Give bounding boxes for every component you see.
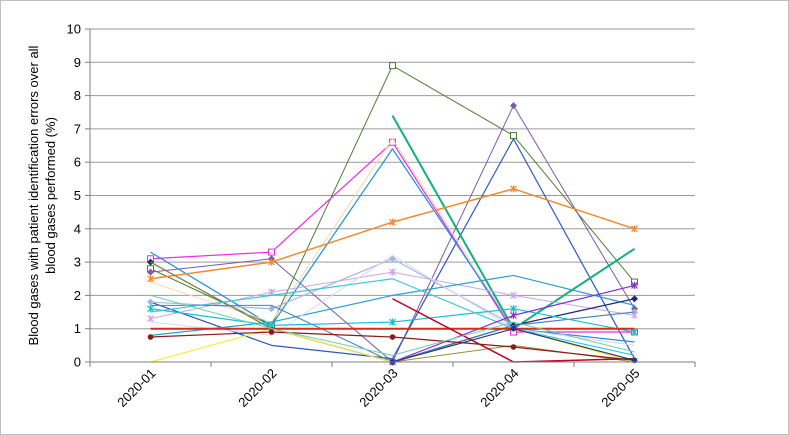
series-8 <box>147 185 638 283</box>
x-tick-label: 2020-05 <box>598 366 642 410</box>
x-tick-labels: 2020-01 2020-02 2020-03 2020-04 2020-05 <box>114 366 642 410</box>
series-24 <box>150 294 635 356</box>
series-line <box>150 261 635 363</box>
y-tick-label: 0 <box>74 355 81 370</box>
data-point <box>631 225 638 233</box>
series-layer <box>147 62 638 366</box>
data-point <box>147 275 154 283</box>
x-tick-label: 2020-02 <box>235 366 279 410</box>
data-point <box>389 318 396 326</box>
data-point <box>631 295 638 303</box>
data-point <box>510 102 517 110</box>
y-tick-labels: 0 1 2 3 4 5 6 7 8 9 10 <box>67 22 81 370</box>
y-tick-label: 10 <box>67 22 81 37</box>
y-tick-label: 2 <box>74 288 81 303</box>
data-point <box>389 62 396 70</box>
data-point <box>510 291 517 299</box>
data-point <box>389 255 396 263</box>
data-point <box>268 329 275 335</box>
y-tick-label: 8 <box>74 88 81 103</box>
series-line <box>150 254 635 346</box>
y-axis-label-line-2: blood gases performed (%) <box>43 117 58 274</box>
series-5 <box>150 148 635 343</box>
data-point <box>510 185 517 193</box>
data-point <box>510 132 517 140</box>
y-tick-label: 4 <box>74 221 81 236</box>
y-axis-label-line-1: Blood gases with patient identification … <box>26 45 41 345</box>
data-point <box>147 268 154 276</box>
series-line <box>150 261 635 363</box>
series-line <box>150 278 635 356</box>
series-13 <box>150 261 635 363</box>
data-point <box>389 218 396 226</box>
series-line <box>150 148 635 343</box>
y-tick-label: 5 <box>74 188 81 203</box>
series-line <box>150 274 635 336</box>
x-tick-label: 2020-03 <box>356 366 400 410</box>
data-point <box>147 315 154 323</box>
data-point <box>510 325 517 332</box>
series-17 <box>150 278 635 356</box>
data-point <box>147 298 154 306</box>
data-point <box>268 258 275 266</box>
data-point <box>268 248 275 256</box>
y-tick-label: 1 <box>74 321 81 336</box>
data-point <box>268 305 275 313</box>
series-14 <box>150 254 635 346</box>
data-point <box>147 305 154 313</box>
y-tick-label: 3 <box>74 255 81 270</box>
data-point <box>631 281 638 289</box>
data-point <box>510 311 517 319</box>
data-point <box>389 268 396 276</box>
data-point <box>510 344 517 350</box>
series-16 <box>147 305 638 336</box>
data-point <box>268 288 275 296</box>
series-3 <box>150 138 636 360</box>
x-tick-label: 2020-04 <box>477 366 521 410</box>
y-tick-label: 9 <box>74 55 81 70</box>
series-11 <box>150 274 635 336</box>
series-line <box>150 138 636 360</box>
data-point <box>147 334 154 340</box>
y-tick-label: 7 <box>74 121 81 136</box>
data-point <box>510 305 517 313</box>
series-line <box>150 188 635 280</box>
data-point <box>631 311 638 319</box>
data-point <box>389 334 396 340</box>
axes <box>89 29 696 367</box>
series-line <box>150 294 635 356</box>
x-tick-label: 2020-01 <box>114 366 158 410</box>
y-tick-label: 6 <box>74 155 81 170</box>
